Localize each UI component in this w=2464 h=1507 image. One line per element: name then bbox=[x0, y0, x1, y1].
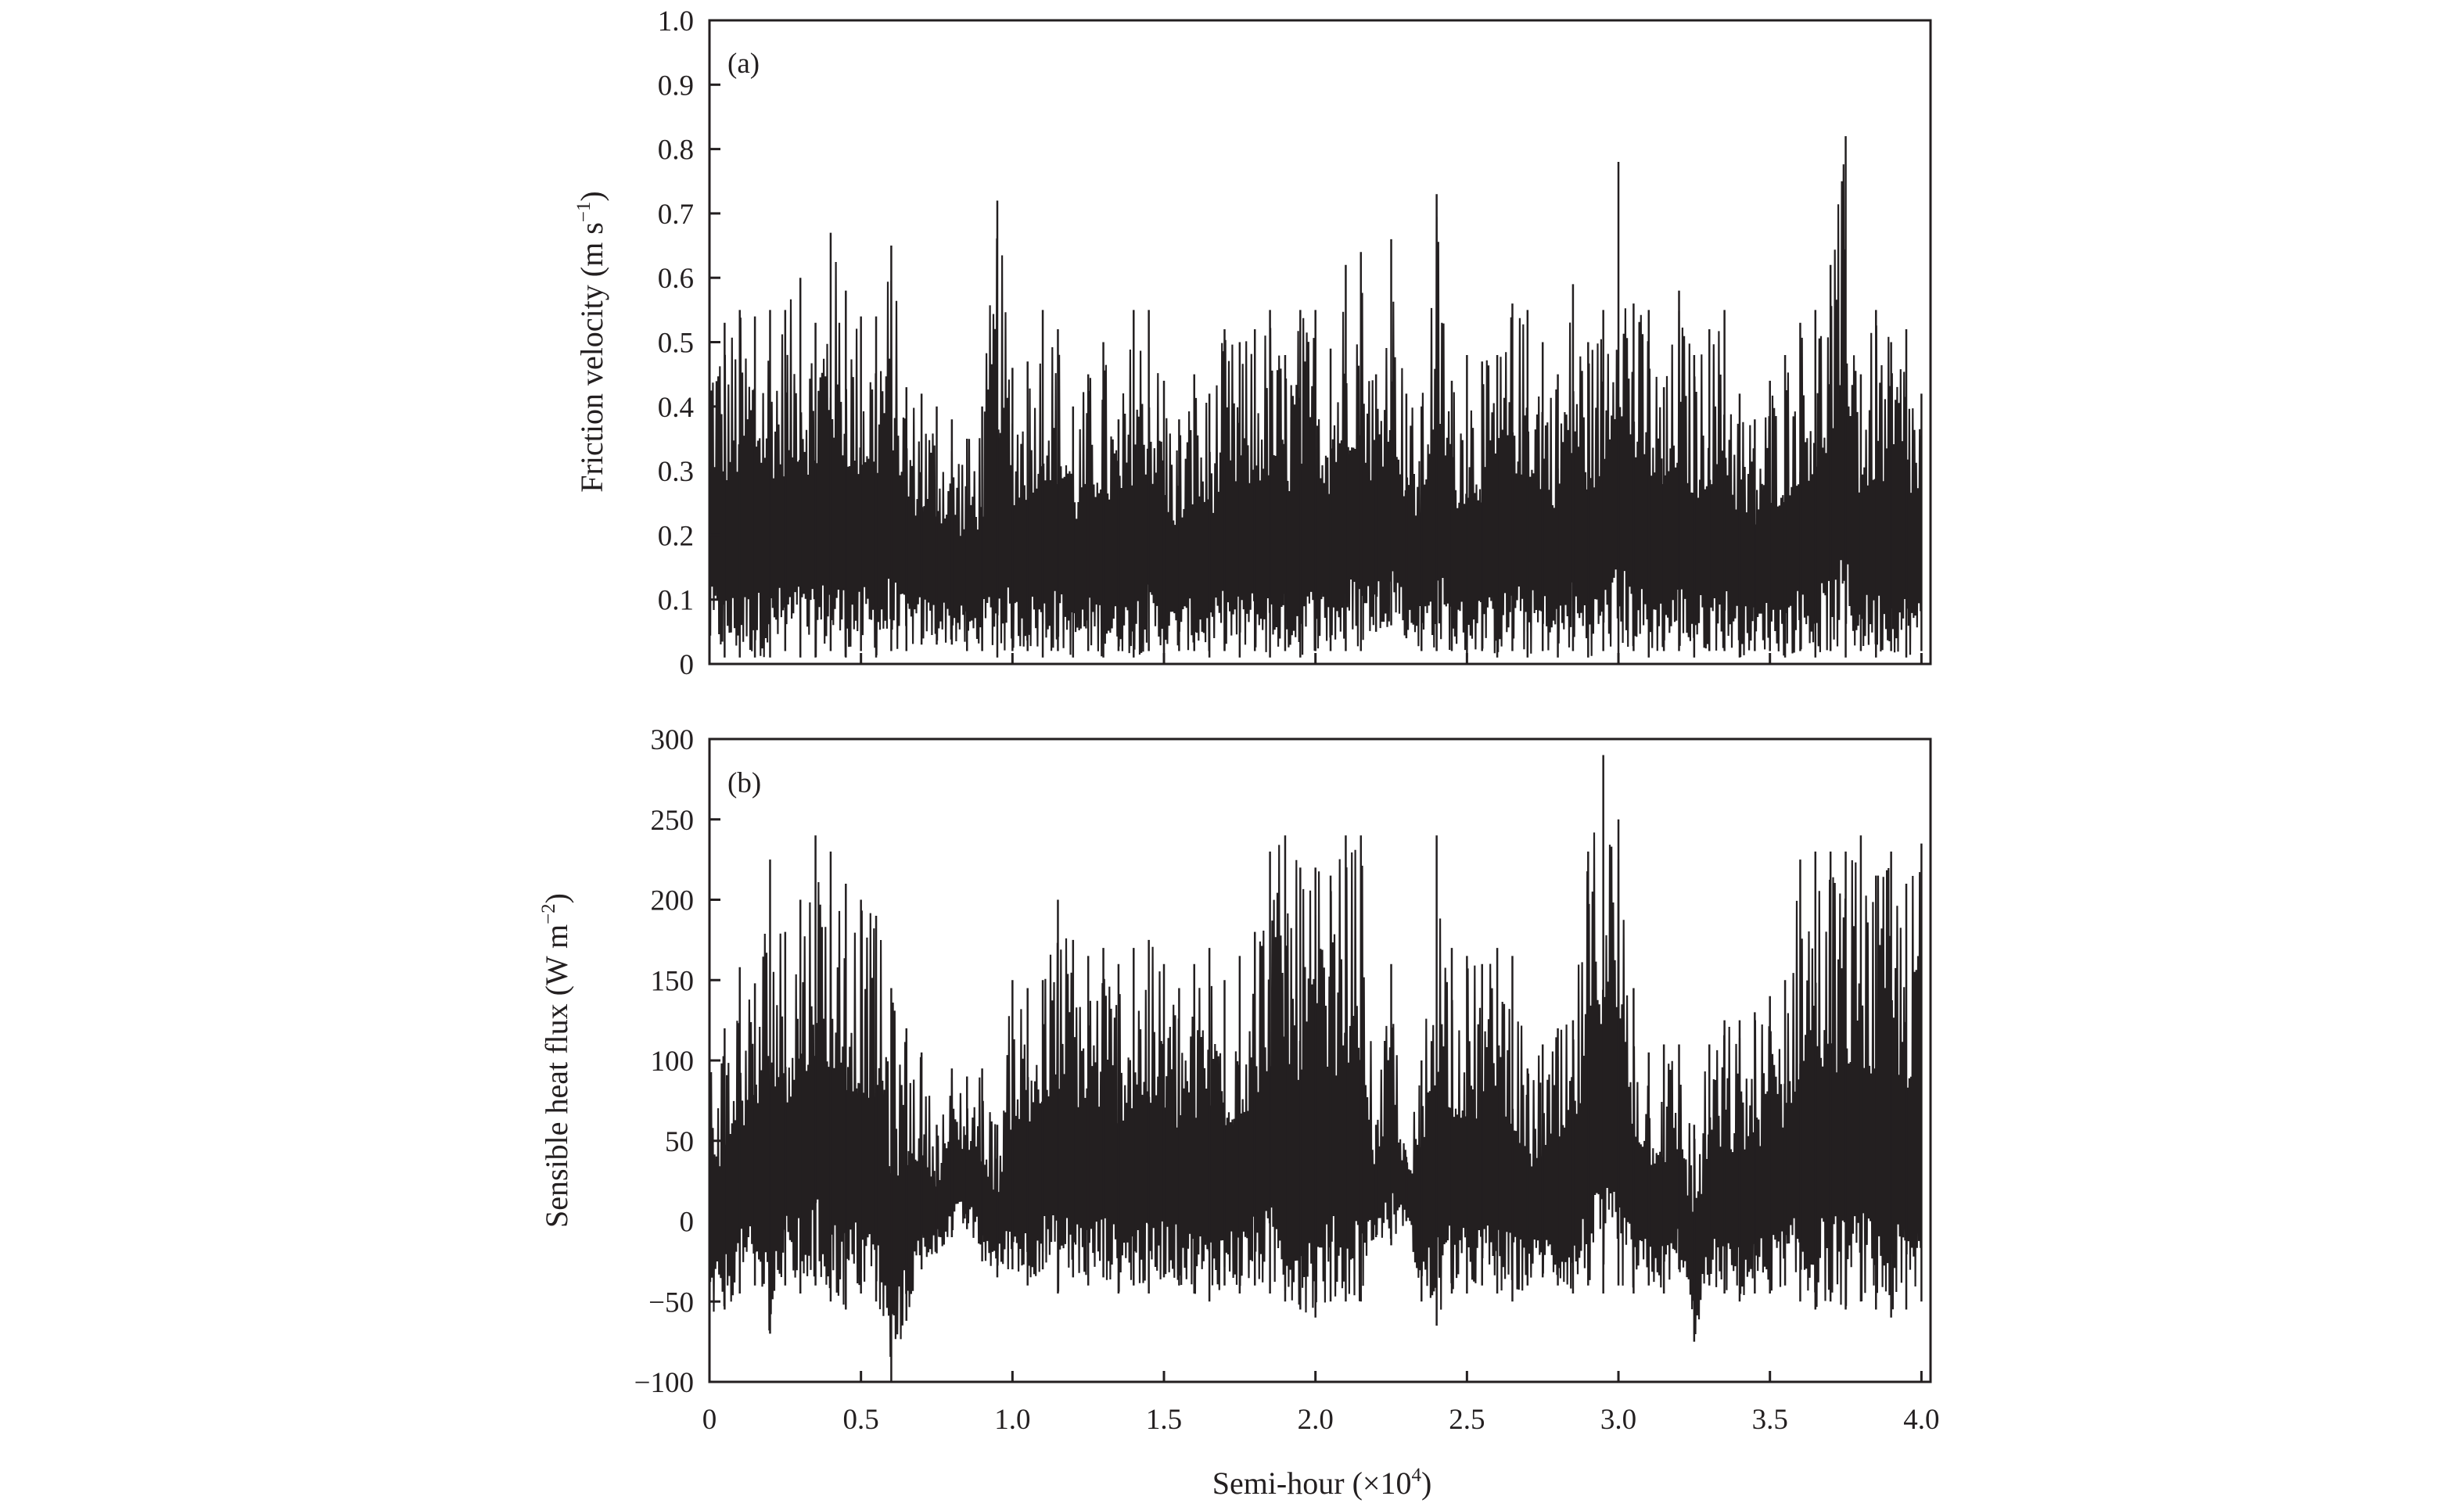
x-tick-label: 2.5 bbox=[1449, 1404, 1485, 1436]
y-tick-label: 0.8 bbox=[658, 135, 694, 167]
y-tick-label: 0.7 bbox=[658, 199, 694, 231]
x-tick-label: 2.0 bbox=[1298, 1404, 1334, 1436]
y-tick-label: 0.4 bbox=[658, 392, 694, 424]
y-tick-label: 0 bbox=[680, 1207, 695, 1239]
y-tick-label: 100 bbox=[651, 1046, 695, 1078]
panel-a-series bbox=[708, 136, 1923, 658]
panel-a-tag: (a) bbox=[727, 48, 760, 80]
panel-a: 0 0.1 0.2 0.3 0.4 0.5 0.6 0.7 0.8 0.9 1.0 (a) Fric… bbox=[573, 5, 1932, 681]
y-tick-label: 0.9 bbox=[658, 70, 694, 102]
x-tick-label: 3.5 bbox=[1752, 1404, 1788, 1436]
panel-b-x-ticks: 0 0.5 1.0 1.5 2.0 2.5 3.0 3.5 4.0 bbox=[702, 1371, 1940, 1436]
y-tick-label: −50 bbox=[648, 1286, 694, 1319]
panel-b: −100 −50 0 50 100 150 200 250 300 0 0.5 1.0 1.5 2.0 2… bbox=[538, 724, 1940, 1501]
y-tick-label: 200 bbox=[651, 885, 695, 917]
y-tick-label: 1.0 bbox=[658, 5, 694, 38]
x-tick-label: 1.5 bbox=[1146, 1404, 1182, 1436]
x-tick-label: 0 bbox=[702, 1404, 717, 1436]
y-tick-label: 0.6 bbox=[658, 263, 694, 295]
y-tick-label: 300 bbox=[651, 724, 695, 756]
y-tick-label: 50 bbox=[665, 1126, 694, 1158]
panel-a-y-ticks: 0 0.1 0.2 0.3 0.4 0.5 0.6 0.7 0.8 0.9 1.0 bbox=[658, 5, 720, 681]
panel-a-x-ticks bbox=[708, 653, 1923, 664]
y-tick-label: 0.1 bbox=[658, 585, 694, 617]
x-axis-title: Semi-hour (×104) bbox=[1212, 1465, 1432, 1501]
y-tick-label: 250 bbox=[651, 805, 695, 837]
x-tick-label: 4.0 bbox=[1903, 1404, 1939, 1436]
x-tick-label: 1.0 bbox=[994, 1404, 1030, 1436]
x-tick-label: 3.0 bbox=[1600, 1404, 1636, 1436]
x-tick-label: 0.5 bbox=[843, 1404, 879, 1436]
y-tick-label: 150 bbox=[651, 965, 695, 997]
y-tick-label: 0.3 bbox=[658, 456, 694, 488]
y-tick-label: 0.2 bbox=[658, 520, 694, 552]
panel-b-tag: (b) bbox=[727, 767, 761, 799]
panel-a-y-axis-title: Friction velocity (m s−1) bbox=[573, 191, 609, 492]
panel-b-y-axis-title: Sensible heat flux (W m−2) bbox=[538, 893, 574, 1228]
y-tick-label: 0 bbox=[680, 649, 695, 681]
panel-b-y-ticks: −100 −50 0 50 100 150 200 250 300 bbox=[634, 724, 720, 1399]
panel-b-series bbox=[708, 755, 1923, 1382]
y-tick-label: 0.5 bbox=[658, 328, 694, 360]
y-tick-label: −100 bbox=[634, 1367, 694, 1399]
